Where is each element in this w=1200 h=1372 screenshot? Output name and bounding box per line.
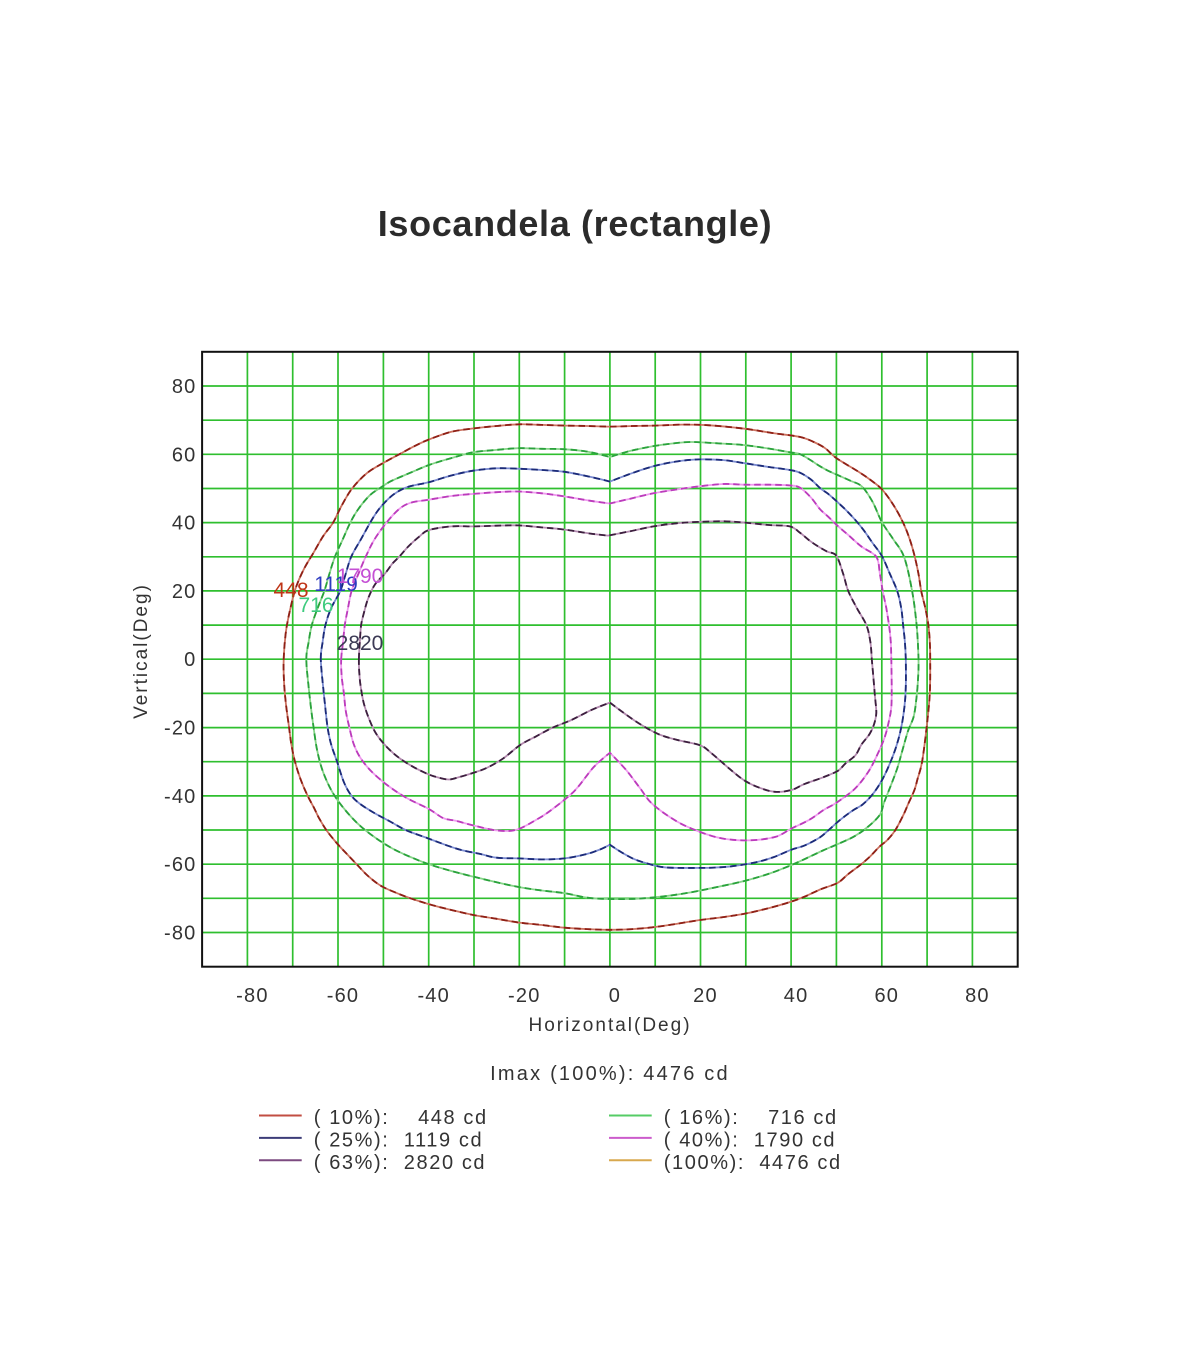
svg-text:-60: -60 xyxy=(327,985,360,1007)
svg-text:-20: -20 xyxy=(508,985,541,1007)
svg-text:2820: 2820 xyxy=(337,632,384,655)
svg-text:-80: -80 xyxy=(164,923,197,945)
svg-text:0: 0 xyxy=(609,985,621,1007)
svg-text:20: 20 xyxy=(693,985,718,1007)
svg-text:-20: -20 xyxy=(164,718,197,740)
svg-text:Isocandela (rectangle): Isocandela (rectangle) xyxy=(378,203,772,244)
svg-text:( 25%): 1119 cd: ( 25%): 1119 cd xyxy=(314,1129,483,1151)
svg-text:( 10%): 448 cd: ( 10%): 448 cd xyxy=(314,1107,488,1129)
svg-text:0: 0 xyxy=(184,649,196,671)
svg-text:60: 60 xyxy=(874,985,899,1007)
svg-text:Horizontal(Deg): Horizontal(Deg) xyxy=(528,1015,691,1036)
svg-text:40: 40 xyxy=(172,513,197,535)
svg-text:Vertical(Deg): Vertical(Deg) xyxy=(131,583,152,719)
svg-text:( 16%): 716 cd: ( 16%): 716 cd xyxy=(664,1107,838,1129)
svg-text:40: 40 xyxy=(784,985,809,1007)
svg-text:80: 80 xyxy=(172,376,197,398)
svg-text:448: 448 xyxy=(273,579,308,602)
svg-text:( 63%): 2820 cd: ( 63%): 2820 cd xyxy=(314,1152,486,1174)
svg-text:1790: 1790 xyxy=(337,565,384,588)
svg-text:-40: -40 xyxy=(164,786,197,808)
svg-text:(100%): 4476 cd: (100%): 4476 cd xyxy=(664,1152,842,1174)
svg-text:Imax (100%): 4476 cd: Imax (100%): 4476 cd xyxy=(490,1063,730,1085)
svg-text:-60: -60 xyxy=(164,854,197,876)
svg-text:80: 80 xyxy=(965,985,990,1007)
svg-text:( 40%): 1790 cd: ( 40%): 1790 cd xyxy=(664,1129,836,1151)
svg-text:716: 716 xyxy=(298,594,333,617)
svg-text:20: 20 xyxy=(172,581,197,603)
svg-text:1119: 1119 xyxy=(314,573,358,596)
svg-text:-80: -80 xyxy=(236,985,269,1007)
svg-text:-40: -40 xyxy=(417,985,450,1007)
svg-text:60: 60 xyxy=(172,444,197,466)
